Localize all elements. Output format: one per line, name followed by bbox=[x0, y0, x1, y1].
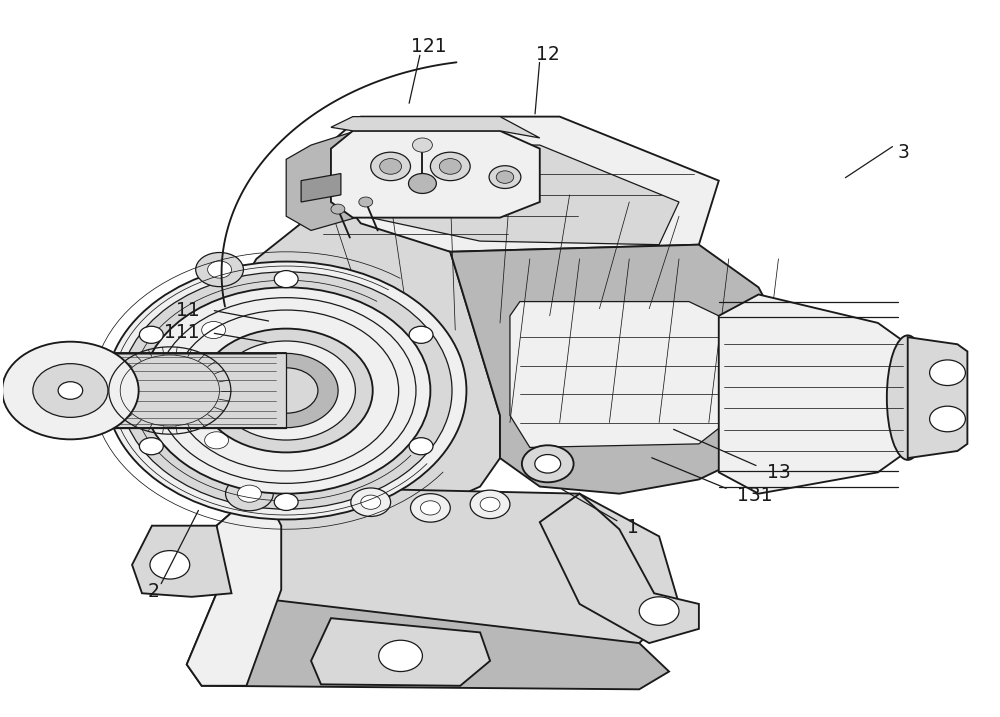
Circle shape bbox=[409, 174, 436, 194]
Circle shape bbox=[470, 490, 510, 518]
Circle shape bbox=[237, 485, 261, 502]
Circle shape bbox=[430, 152, 470, 181]
Circle shape bbox=[535, 455, 561, 473]
Circle shape bbox=[33, 364, 108, 417]
Circle shape bbox=[274, 270, 298, 288]
Ellipse shape bbox=[887, 336, 929, 460]
Circle shape bbox=[639, 597, 679, 625]
Text: 1: 1 bbox=[627, 518, 639, 537]
Circle shape bbox=[234, 353, 338, 427]
Circle shape bbox=[380, 158, 402, 174]
Circle shape bbox=[331, 204, 345, 214]
Polygon shape bbox=[217, 487, 679, 643]
Circle shape bbox=[208, 261, 232, 278]
Polygon shape bbox=[331, 117, 540, 138]
Circle shape bbox=[200, 328, 373, 452]
Polygon shape bbox=[719, 295, 918, 494]
Circle shape bbox=[439, 158, 461, 174]
Text: 111: 111 bbox=[164, 323, 200, 343]
Polygon shape bbox=[301, 174, 341, 202]
Text: 11: 11 bbox=[176, 300, 200, 320]
Circle shape bbox=[150, 551, 190, 579]
Circle shape bbox=[412, 138, 432, 152]
Circle shape bbox=[496, 171, 514, 184]
Circle shape bbox=[361, 495, 381, 509]
Circle shape bbox=[371, 152, 411, 181]
Polygon shape bbox=[187, 487, 281, 685]
Circle shape bbox=[205, 379, 229, 396]
Polygon shape bbox=[311, 618, 490, 685]
Circle shape bbox=[409, 326, 433, 343]
Circle shape bbox=[139, 326, 163, 343]
Text: 2: 2 bbox=[148, 582, 160, 602]
Circle shape bbox=[193, 423, 240, 457]
Circle shape bbox=[202, 321, 226, 338]
Circle shape bbox=[254, 368, 318, 413]
Circle shape bbox=[205, 432, 229, 449]
Text: 12: 12 bbox=[536, 44, 560, 64]
Polygon shape bbox=[540, 494, 699, 643]
Circle shape bbox=[106, 262, 466, 519]
Circle shape bbox=[139, 437, 163, 455]
Circle shape bbox=[410, 494, 450, 522]
Polygon shape bbox=[187, 593, 669, 689]
Polygon shape bbox=[70, 353, 286, 428]
Circle shape bbox=[274, 493, 298, 511]
Polygon shape bbox=[450, 244, 788, 494]
Polygon shape bbox=[132, 526, 232, 597]
Circle shape bbox=[480, 497, 500, 511]
Circle shape bbox=[522, 445, 574, 483]
Polygon shape bbox=[286, 130, 356, 230]
Circle shape bbox=[190, 313, 237, 347]
Polygon shape bbox=[331, 130, 540, 218]
Circle shape bbox=[226, 477, 273, 511]
Circle shape bbox=[217, 341, 355, 440]
Polygon shape bbox=[301, 117, 719, 252]
Circle shape bbox=[930, 406, 965, 432]
Polygon shape bbox=[331, 145, 679, 244]
Text: 121: 121 bbox=[411, 37, 446, 57]
Circle shape bbox=[58, 381, 83, 399]
Circle shape bbox=[120, 272, 452, 509]
Polygon shape bbox=[232, 159, 500, 508]
Text: 13: 13 bbox=[767, 463, 790, 482]
Circle shape bbox=[420, 500, 440, 515]
Circle shape bbox=[489, 166, 521, 189]
Circle shape bbox=[142, 288, 430, 494]
Text: 3: 3 bbox=[898, 143, 910, 161]
Circle shape bbox=[359, 197, 373, 207]
Circle shape bbox=[2, 342, 139, 440]
Circle shape bbox=[379, 640, 422, 672]
Circle shape bbox=[196, 252, 243, 287]
Circle shape bbox=[351, 488, 391, 516]
Polygon shape bbox=[908, 337, 967, 458]
Text: 131: 131 bbox=[737, 485, 772, 505]
Polygon shape bbox=[510, 302, 754, 447]
Circle shape bbox=[409, 437, 433, 455]
Circle shape bbox=[930, 360, 965, 386]
Circle shape bbox=[193, 370, 240, 404]
